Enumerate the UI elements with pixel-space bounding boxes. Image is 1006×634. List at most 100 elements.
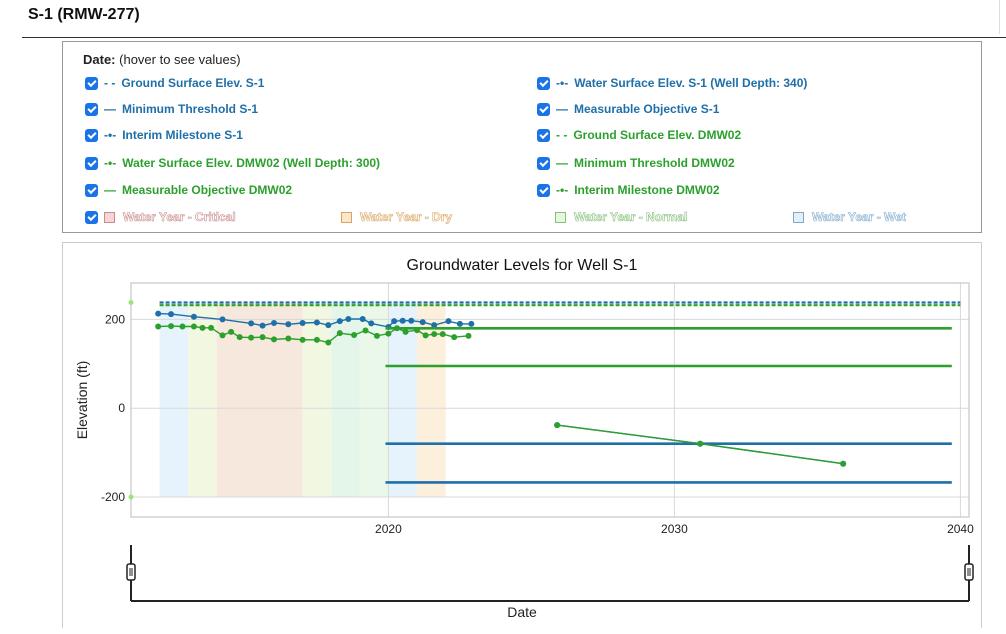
legend-item-ground-surface-elev-s-1[interactable]: - - Ground Surface Elev. S-1 — [85, 76, 264, 90]
legend-panel: Date: (hover to see values) - - Ground Su… — [62, 41, 982, 233]
legend-label: Water Surface Elev. DMW02 (Well Depth: 3… — [122, 156, 381, 170]
data-point-water-surface-elev-dmw02-well-depth-300 — [259, 334, 266, 341]
water-year-band-critical — [216, 302, 303, 498]
data-point-water-surface-elev-s-1-well-depth-340 — [445, 318, 452, 325]
checkbox[interactable] — [537, 102, 550, 116]
color-swatch-icon — [555, 211, 566, 223]
series-layer — [155, 301, 961, 484]
water-year-band-normal — [302, 302, 332, 498]
legend-item-water-surface-elev-s-1-well-depth-340[interactable]: -•- Water Surface Elev. S-1 (Well Depth: … — [537, 76, 807, 90]
line-symbol-icon: - - — [104, 76, 116, 90]
legend-label: Interim Milestone DMW02 — [574, 183, 720, 197]
data-point-water-surface-elev-dmw02-well-depth-300 — [362, 327, 369, 334]
color-swatch-icon — [793, 211, 804, 223]
legend-item-interim-milestone-dmw02[interactable]: -•- Interim Milestone DMW02 — [537, 183, 720, 197]
line-symbol-icon: — — [104, 183, 116, 197]
y-tick-label: -200 — [101, 490, 125, 504]
data-point-water-surface-elev-s-1-well-depth-340 — [155, 310, 162, 317]
data-point-water-surface-elev-dmw02-well-depth-300 — [465, 332, 472, 339]
data-point-water-surface-elev-dmw02-well-depth-300 — [285, 335, 292, 342]
window-edge — [999, 0, 1006, 34]
checkbox[interactable] — [85, 76, 98, 90]
data-point-water-surface-elev-s-1-well-depth-340 — [168, 311, 175, 318]
data-point-water-surface-elev-s-1-well-depth-340 — [368, 320, 375, 327]
legend-label: Water Year - Critical — [123, 210, 236, 225]
legend-label: Measurable Objective DMW02 — [122, 183, 293, 197]
y-tick-label: 0 — [118, 401, 125, 415]
legend-item-minimum-threshold-dmw02[interactable]: — Minimum Threshold DMW02 — [537, 156, 735, 170]
plot-frame — [130, 282, 970, 518]
data-point-water-surface-elev-dmw02-well-depth-300 — [199, 324, 206, 331]
data-point-water-surface-elev-s-1-well-depth-340 — [313, 319, 320, 326]
range-slider — [126, 545, 974, 602]
date-label: Date: — [83, 52, 116, 67]
checkbox[interactable] — [85, 156, 98, 170]
checkbox[interactable] — [85, 210, 98, 224]
data-point-water-surface-elev-dmw02-well-depth-300 — [439, 331, 446, 338]
data-point-water-surface-elev-dmw02-well-depth-300 — [155, 323, 162, 330]
legend-label: Ground Surface Elev. S-1 — [121, 76, 265, 90]
x-tick-label: 2020 — [375, 522, 402, 536]
band-bottom-marker — [128, 494, 134, 500]
chart-title: Groundwater Levels for Well S-1 — [407, 257, 638, 274]
data-point-water-surface-elev-s-1-well-depth-340 — [285, 321, 292, 328]
checkbox[interactable] — [85, 102, 98, 116]
legend-item-interim-milestone-s-1[interactable]: -•- Interim Milestone S-1 — [85, 128, 243, 142]
legend-label: Water Year - Normal — [574, 210, 688, 225]
data-point-water-surface-elev-dmw02-well-depth-300 — [190, 323, 197, 330]
data-point-water-surface-elev-dmw02-well-depth-300 — [451, 334, 458, 341]
data-point-water-surface-elev-dmw02-well-depth-300 — [236, 334, 243, 341]
legend-label: Minimum Threshold DMW02 — [574, 156, 735, 170]
water-year-bands — [159, 302, 446, 498]
legend-label: Measurable Objective S-1 — [574, 102, 720, 116]
checkbox[interactable] — [85, 183, 98, 197]
data-point-water-surface-elev-s-1-well-depth-340 — [299, 319, 306, 326]
data-point-water-surface-elev-dmw02-well-depth-300 — [208, 324, 215, 331]
legend-item-minimum-threshold-s-1[interactable]: — Minimum Threshold S-1 — [85, 102, 258, 116]
data-point-water-surface-elev-dmw02-well-depth-300 — [248, 334, 255, 341]
range-slider-left-handle[interactable] — [126, 563, 136, 581]
data-point-water-surface-elev-s-1-well-depth-340 — [259, 322, 266, 329]
data-point-water-surface-elev-dmw02-well-depth-300 — [373, 332, 380, 339]
legend-item-water-year-dry[interactable]: Water Year - Dry — [341, 210, 452, 224]
checkbox[interactable] — [537, 76, 550, 90]
data-point-water-surface-elev-dmw02-well-depth-300 — [228, 328, 235, 335]
legend-item-ground-surface-elev-dmw02[interactable]: - - Ground Surface Elev. DMW02 — [537, 128, 741, 142]
line-symbol-icon: -•- — [556, 183, 569, 197]
range-slider-right-handle[interactable] — [964, 563, 974, 581]
data-point-water-surface-elev-dmw02-well-depth-300 — [219, 332, 226, 339]
data-point-water-surface-elev-s-1-well-depth-340 — [391, 318, 398, 325]
line-symbol-icon: -•- — [104, 156, 117, 170]
color-swatch-icon — [341, 211, 352, 223]
data-point-interim-milestone-dmw02 — [840, 460, 847, 467]
y-axis-label: Elevation (ft) — [74, 361, 90, 440]
data-point-water-surface-elev-dmw02-well-depth-300 — [313, 336, 320, 343]
line-symbol-icon: -•- — [556, 76, 569, 90]
groundwater-chart[interactable]: Groundwater Levels for Well S-1 -200 0 200 2… — [63, 243, 981, 629]
checkbox[interactable] — [537, 183, 550, 197]
legend-item-water-year-critical[interactable]: Water Year - Critical — [85, 210, 236, 224]
legend-item-water-year-wet[interactable]: Water Year - Wet — [793, 210, 906, 224]
checkbox[interactable] — [537, 156, 550, 170]
data-point-water-surface-elev-dmw02-well-depth-300 — [299, 336, 306, 343]
data-point-interim-milestone-dmw02 — [697, 440, 704, 447]
legend-header: Date: (hover to see values) — [83, 52, 241, 67]
checkbox[interactable] — [85, 128, 98, 142]
water-year-band-wet — [159, 302, 189, 498]
line-symbol-icon: — — [104, 102, 116, 116]
y-tick-label: 200 — [105, 312, 125, 326]
water-year-band-normal — [331, 302, 360, 498]
checkbox[interactable] — [537, 128, 550, 142]
legend-item-water-year-normal[interactable]: Water Year - Normal — [555, 210, 688, 225]
data-point-water-surface-elev-dmw02-well-depth-300 — [325, 339, 332, 346]
data-point-water-surface-elev-s-1-well-depth-340 — [336, 318, 343, 325]
legend-label: Water Surface Elev. S-1 (Well Depth: 340… — [574, 76, 808, 90]
legend-item-measurable-objective-s-1[interactable]: — Measurable Objective S-1 — [537, 102, 719, 116]
data-point-water-surface-elev-s-1-well-depth-340 — [431, 322, 438, 329]
chart-panel: Groundwater Levels for Well S-1 -200 0 200 2… — [62, 242, 982, 628]
line-symbol-icon: -•- — [104, 128, 117, 142]
data-point-water-surface-elev-dmw02-well-depth-300 — [422, 332, 429, 339]
legend-item-measurable-objective-dmw02[interactable]: — Measurable Objective DMW02 — [85, 183, 292, 197]
title-divider — [22, 37, 1006, 38]
legend-item-water-surface-elev-dmw02-well-depth-300[interactable]: -•- Water Surface Elev. DMW02 (Well Depth… — [85, 156, 380, 170]
